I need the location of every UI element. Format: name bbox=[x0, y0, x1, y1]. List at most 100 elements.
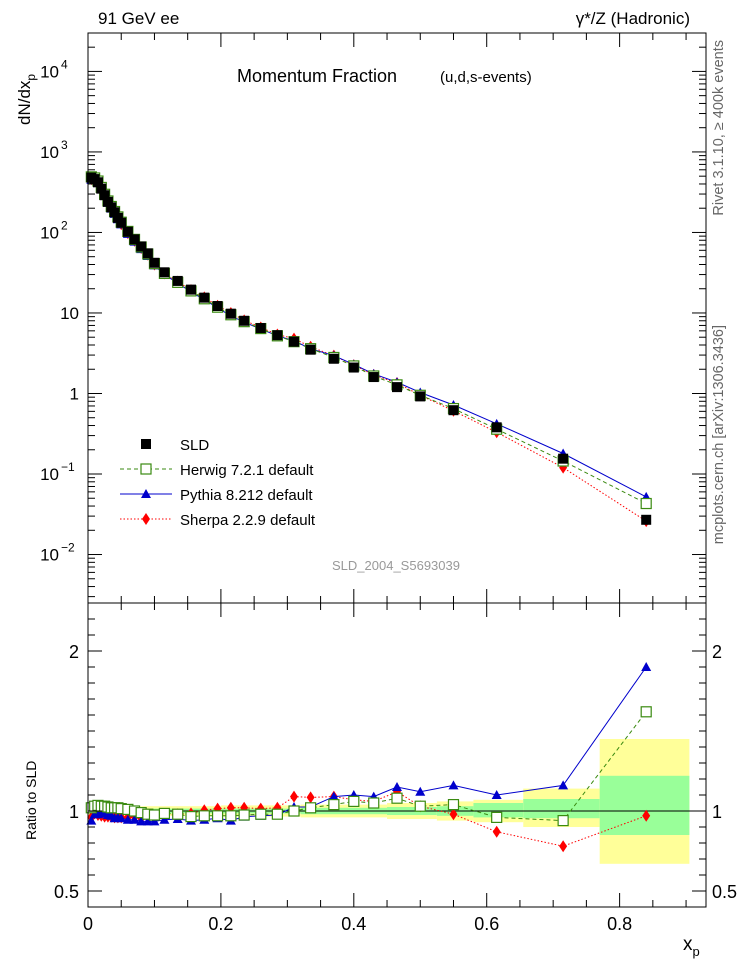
ratio-xtick-label: 0.4 bbox=[341, 914, 366, 934]
main-panel: Momentum Fraction (u,d,s-events) SLD_200… bbox=[15, 32, 707, 604]
ratio-point-herwig bbox=[447, 798, 460, 811]
ratio-point-herwig bbox=[185, 810, 197, 823]
mcplots-label: mcplots.cern.ch [arXiv:1306.3436] bbox=[711, 325, 727, 544]
main-point-data bbox=[149, 257, 160, 268]
main-point-data bbox=[96, 183, 107, 194]
legend-marker-data bbox=[141, 439, 151, 449]
ratio-point-herwig bbox=[348, 795, 360, 808]
ratio-point-pythia bbox=[129, 814, 140, 824]
ratio-point-sherpa bbox=[642, 809, 651, 822]
main-point-herwig bbox=[640, 497, 652, 510]
main-ytick-label: 10 bbox=[40, 143, 59, 162]
main-point-data bbox=[305, 344, 316, 355]
ratio-point-pythia bbox=[448, 780, 459, 790]
main-point-data bbox=[159, 267, 170, 278]
ratio-ytick-label-right: 2 bbox=[712, 642, 722, 662]
ratio-band-green bbox=[523, 799, 600, 819]
ratio-point-pythia bbox=[116, 813, 127, 823]
main-point-data bbox=[212, 301, 223, 312]
main-point-data bbox=[272, 330, 283, 341]
rivet-label: Rivet 3.1.10, ≥ 400k events bbox=[711, 40, 727, 216]
ratio-ylabel: Ratio to SLD bbox=[23, 761, 39, 840]
main-point-data bbox=[328, 353, 339, 364]
ratio-point-sherpa bbox=[449, 808, 458, 821]
ratio-point-pythia bbox=[558, 780, 569, 790]
ratio-ytick-label: 2 bbox=[69, 642, 79, 662]
ratio-point-herwig bbox=[198, 810, 210, 822]
ratio-point-pythia bbox=[122, 814, 133, 824]
ratio-point-pythia bbox=[159, 814, 170, 824]
main-ytick-label: 10 bbox=[40, 465, 59, 484]
main-point-data bbox=[415, 391, 426, 402]
main-ytick-label-exp: −2 bbox=[61, 541, 75, 555]
legend-label-herwig: Herwig 7.2.1 default bbox=[180, 462, 314, 479]
legend: SLD Herwig 7.2.1 default Pythia 8.212 defa… bbox=[120, 437, 316, 529]
main-ytick-label-exp: 4 bbox=[61, 57, 68, 71]
ratio-ytick-label-right: 0.5 bbox=[712, 882, 737, 902]
legend-label-sherpa: Sherpa 2.2.9 default bbox=[180, 512, 316, 529]
main-point-data bbox=[558, 453, 569, 464]
ratio-ytick-label: 0.5 bbox=[54, 882, 79, 902]
main-ytick-label-exp: 3 bbox=[61, 138, 68, 152]
legend-marker-sherpa bbox=[142, 513, 150, 525]
main-point-data bbox=[99, 190, 110, 201]
ratio-xlabel: xp bbox=[683, 934, 700, 959]
header-left: 91 GeV ee bbox=[98, 9, 179, 28]
main-point-data bbox=[641, 514, 652, 525]
main-point-data bbox=[129, 234, 140, 245]
main-title: Momentum Fraction bbox=[237, 66, 397, 86]
main-point-data bbox=[109, 207, 120, 218]
main-ytick-label: 10 bbox=[40, 223, 59, 242]
main-point-data bbox=[348, 362, 359, 373]
main-point-data bbox=[172, 275, 183, 286]
main-point-data bbox=[122, 226, 133, 237]
ratio-point-herwig bbox=[225, 810, 237, 822]
ratio-point-sherpa bbox=[306, 791, 315, 804]
main-ytick-label: 10 bbox=[60, 304, 79, 323]
ratio-point-herwig bbox=[271, 808, 283, 820]
ratio-point-pythia bbox=[142, 816, 153, 826]
ratio-point-pythia bbox=[136, 816, 147, 826]
ratio-point-sherpa bbox=[290, 790, 298, 803]
main-point-data bbox=[102, 196, 113, 207]
main-ytick-label: 1 bbox=[70, 384, 79, 403]
main-point-data bbox=[186, 284, 196, 295]
main-ytick-label-exp: 2 bbox=[61, 218, 68, 232]
ratio-point-herwig bbox=[328, 798, 340, 811]
ratio-point-pythia bbox=[641, 662, 652, 671]
ratio-point-pythia bbox=[86, 815, 97, 825]
ratio-point-herwig bbox=[640, 706, 652, 718]
ratio-point-herwig bbox=[368, 797, 380, 809]
ratio-point-sherpa bbox=[559, 840, 568, 853]
legend-label-data: SLD bbox=[180, 437, 209, 454]
ratio-point-herwig bbox=[172, 808, 184, 820]
ratio-point-herwig bbox=[557, 814, 569, 827]
main-point-data bbox=[368, 372, 379, 383]
main-point-data bbox=[448, 405, 459, 416]
main-point-data bbox=[392, 382, 402, 393]
main-subtitle: (u,d,s-events) bbox=[440, 69, 532, 86]
ratio-point-pythia bbox=[392, 782, 402, 791]
main-point-data bbox=[199, 292, 210, 303]
ratio-point-herwig bbox=[305, 802, 317, 814]
header-right: γ*/Z (Hadronic) bbox=[576, 9, 690, 28]
legend-marker-pythia bbox=[141, 489, 151, 498]
ratio-point-pythia bbox=[491, 790, 502, 799]
main-point-data bbox=[239, 315, 250, 326]
ratio-xtick-label: 0.2 bbox=[208, 914, 233, 934]
ratio-panel: 0.5 0.5 1 1 2 2 0 0.2 0.4 0.6 0.8 Ratio to SLD xp bbox=[23, 602, 737, 959]
ratio-point-herwig bbox=[288, 805, 300, 817]
main-point-data bbox=[289, 336, 299, 347]
main-point-data bbox=[92, 177, 103, 188]
ratio-ytick-label-right: 1 bbox=[712, 802, 722, 822]
ratio-point-sherpa bbox=[492, 825, 501, 838]
watermark: SLD_2004_S5693039 bbox=[332, 558, 460, 573]
ratio-point-herwig bbox=[238, 809, 250, 821]
main-point-data bbox=[136, 241, 147, 252]
main-point-data bbox=[142, 248, 153, 259]
ratio-point-pythia bbox=[149, 816, 160, 826]
ratio-point-herwig bbox=[391, 792, 403, 804]
ratio-frame bbox=[87, 602, 707, 908]
main-point-data bbox=[116, 217, 127, 228]
